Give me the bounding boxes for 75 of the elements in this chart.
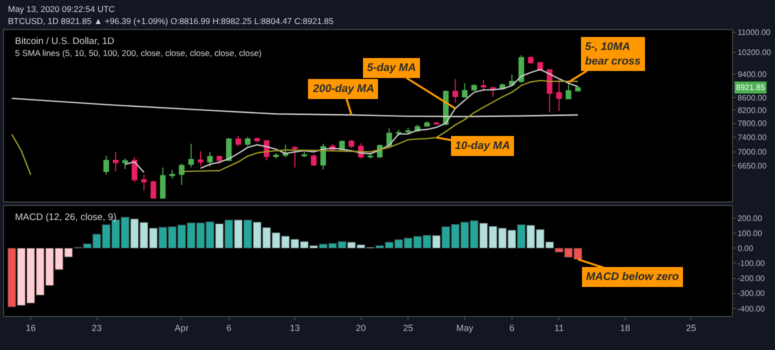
y-tick-label: -400.00 xyxy=(738,304,766,314)
annotation: MACD below zero xyxy=(586,271,680,283)
candlestick xyxy=(556,79,562,112)
y-tick-label: 8200.00 xyxy=(738,106,768,115)
candlestick xyxy=(178,162,184,186)
candlestick xyxy=(528,54,534,65)
x-tick-label: 6 xyxy=(226,322,232,333)
y-tick-label: 10200.00 xyxy=(738,48,772,58)
candlestick xyxy=(471,84,477,92)
y-tick-label: 0.00 xyxy=(738,244,754,253)
candlestick xyxy=(282,144,288,158)
y-tick-label: 7400.00 xyxy=(738,132,768,142)
x-tick-label: 16 xyxy=(26,322,36,333)
annotation: 10-day MA xyxy=(455,140,510,152)
annotation: 5-, 10MA bear cross xyxy=(585,41,641,68)
candlestick xyxy=(348,140,354,148)
y-tick-label: 8600.00 xyxy=(738,93,768,102)
y-tick-label: 7800.00 xyxy=(738,119,768,128)
y-tick-label: 200.00 xyxy=(738,214,763,223)
candlestick xyxy=(235,135,242,147)
candlestick xyxy=(254,137,260,143)
candlestick xyxy=(537,62,543,72)
candlestick xyxy=(480,79,486,92)
text: 5 SMA lines (5, 10, 50, 100, 200, close, close, close, close, close) xyxy=(15,48,262,58)
text: Bitcoin / U.S. Dollar, 1D xyxy=(15,36,114,47)
candlestick xyxy=(452,78,458,104)
x-tick-label: 25 xyxy=(403,322,414,333)
candlestick xyxy=(575,85,581,92)
y-tick-label: 100.00 xyxy=(738,228,763,238)
x-tick-label: 6 xyxy=(509,322,514,333)
x-tick-label: 11 xyxy=(554,322,564,333)
candlestick xyxy=(462,82,468,98)
y-tick-label: 9400.00 xyxy=(738,70,768,79)
candlestick xyxy=(273,152,279,159)
candlestick xyxy=(160,166,166,200)
x-tick-label: May xyxy=(456,322,474,333)
candlestick xyxy=(141,174,147,191)
candlestick xyxy=(226,138,232,161)
x-tick-label: 23 xyxy=(92,322,102,333)
candlestick xyxy=(198,150,204,166)
candlestick xyxy=(207,151,213,168)
candlestick xyxy=(122,158,128,170)
y-tick-label: -300.00 xyxy=(738,289,766,298)
candlestick xyxy=(103,155,110,176)
y-tick-label: 11000.00 xyxy=(738,28,771,38)
y-tick-label: 7000.00 xyxy=(738,148,768,157)
candlestick xyxy=(405,127,411,135)
candlestick xyxy=(518,54,524,84)
text: BTCUSD, 1D 8921.85 ▲ +96.39 (+1.09%) O:8816.99 H:8982.25 L:8804.47 C:8921.85 xyxy=(8,16,334,26)
x-tick-label: 13 xyxy=(290,322,300,333)
x-tick-label: Apr xyxy=(174,322,189,333)
x-tick-label: 20 xyxy=(356,322,366,333)
candlestick xyxy=(339,140,345,150)
annotation: 200-day MA xyxy=(312,83,374,95)
candlestick xyxy=(566,82,572,100)
annotation: 5-day MA xyxy=(367,62,416,74)
y-tick-label: 6650.00 xyxy=(738,161,768,170)
candlestick xyxy=(216,155,222,165)
candlestick xyxy=(244,136,251,146)
candlestick xyxy=(169,169,176,179)
candlestick xyxy=(150,180,156,200)
x-tick-label: 25 xyxy=(686,322,696,333)
text: May 13, 2020 09:22:54 UTC xyxy=(8,4,115,14)
annotation: 8921.85 xyxy=(736,83,766,92)
candlestick xyxy=(112,151,118,172)
x-tick-label: 18 xyxy=(620,322,630,333)
candlestick xyxy=(292,146,298,168)
y-tick-label: -200.00 xyxy=(738,274,766,284)
candlestick xyxy=(188,143,194,168)
candlestick xyxy=(310,154,317,166)
text: MACD (12, 26, close, 9) xyxy=(15,212,116,223)
candlestick xyxy=(368,154,374,159)
y-tick-label: -100.00 xyxy=(738,259,766,268)
candlestick xyxy=(424,120,430,128)
candlestick xyxy=(132,156,138,182)
